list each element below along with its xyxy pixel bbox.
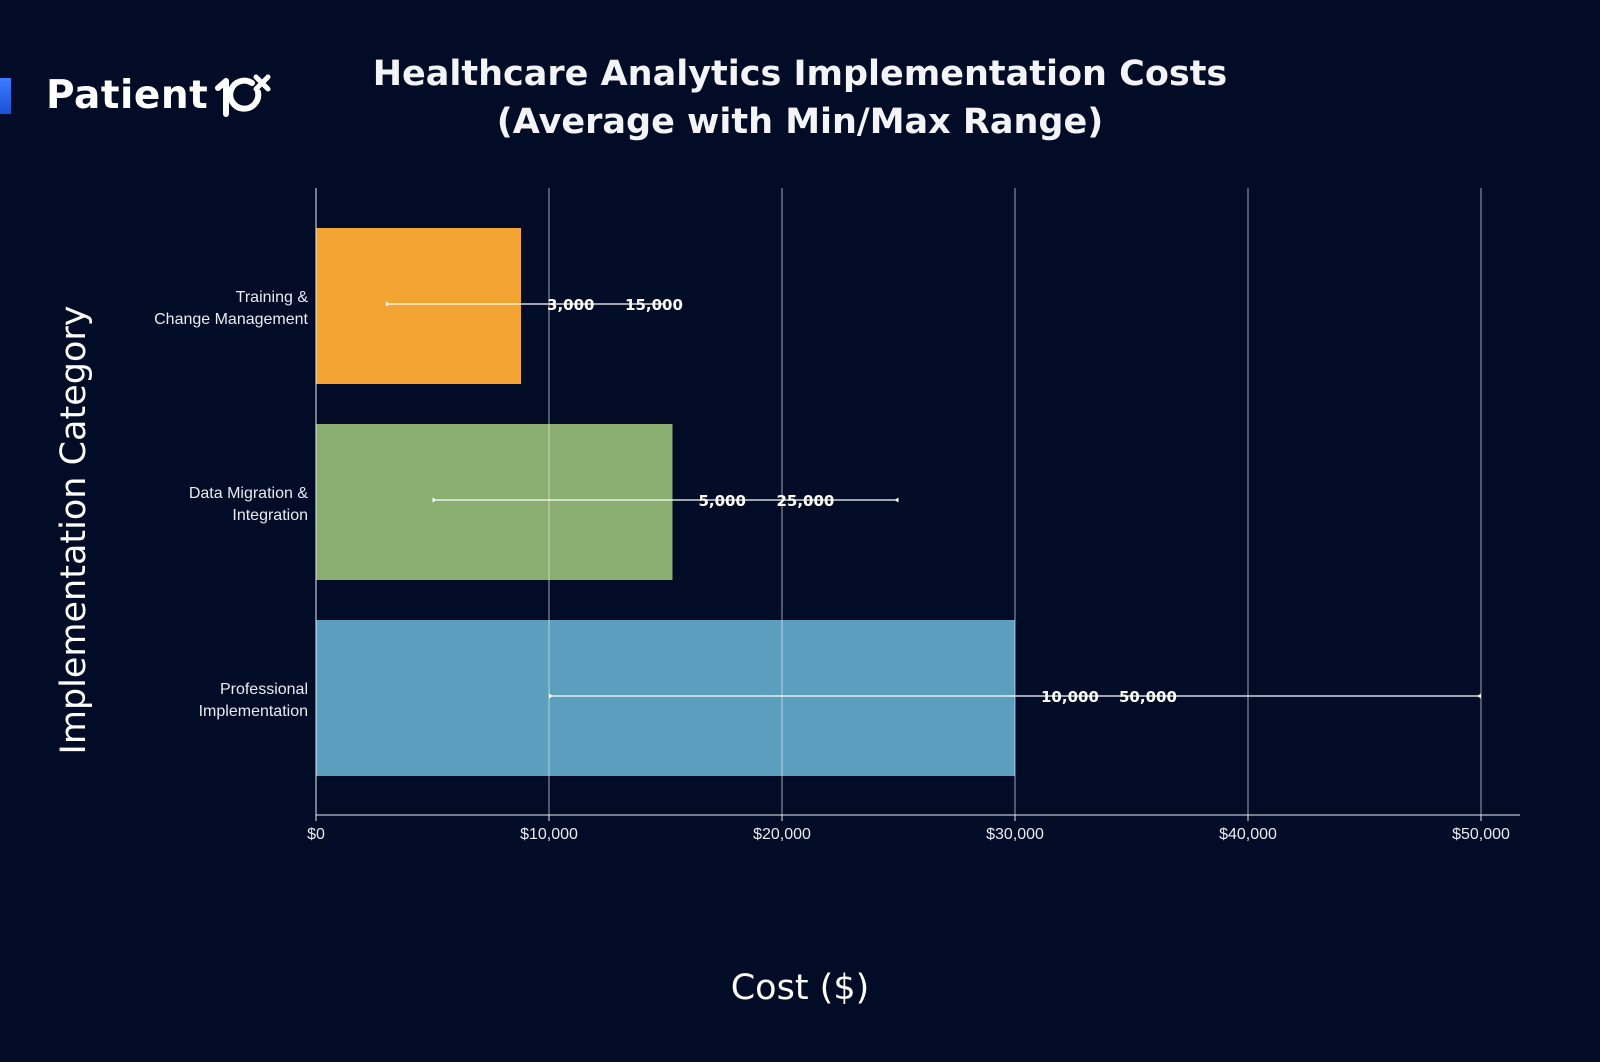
category-label: Integration [232,507,308,524]
x-tick-label: $30,000 [986,826,1044,843]
chart-title: Healthcare Analytics Implementation Cost… [0,50,1600,146]
range-min-marker [549,693,553,699]
category-label: Change Management [154,311,308,328]
x-tick-label: $20,000 [753,826,811,843]
chart-title-line2: (Average with Min/Max Range) [496,102,1104,142]
range-max-marker [894,497,899,503]
y-axis-title: Implementation Category [54,305,94,755]
range-max-marker [1477,693,1481,699]
range-max-label: 15,000 [625,296,683,314]
range-min-label: 10,000 [1041,688,1099,706]
category-label: Training & [236,289,309,306]
bar [316,424,673,580]
x-tick-label: $40,000 [1219,826,1277,843]
range-max-label: 50,000 [1119,688,1177,706]
x-tick-label: $50,000 [1452,826,1510,843]
brand-accent-bar [0,78,11,114]
bar [316,228,522,384]
brand-name: Patient [46,72,209,118]
chart-title-line1: Healthcare Analytics Implementation Cost… [372,54,1228,94]
range-min-marker [432,497,437,503]
patient10x-logo-mark-icon [215,74,271,117]
x-tick-label: $10,000 [520,826,578,843]
range-min-label: 5,000 [698,492,745,510]
category-label: Professional [220,681,308,698]
range-min-marker [385,301,390,307]
range-min-label: 3,000 [547,296,594,314]
brand-logo: Patient [46,70,278,120]
range-max-marker [661,301,666,307]
x-tick-label: $0 [307,826,325,843]
category-label: Implementation [199,703,308,720]
category-label: Data Migration & [189,485,308,502]
bar [316,620,1015,776]
range-max-label: 25,000 [776,492,834,510]
x-axis-title: Cost ($) [730,968,870,1008]
